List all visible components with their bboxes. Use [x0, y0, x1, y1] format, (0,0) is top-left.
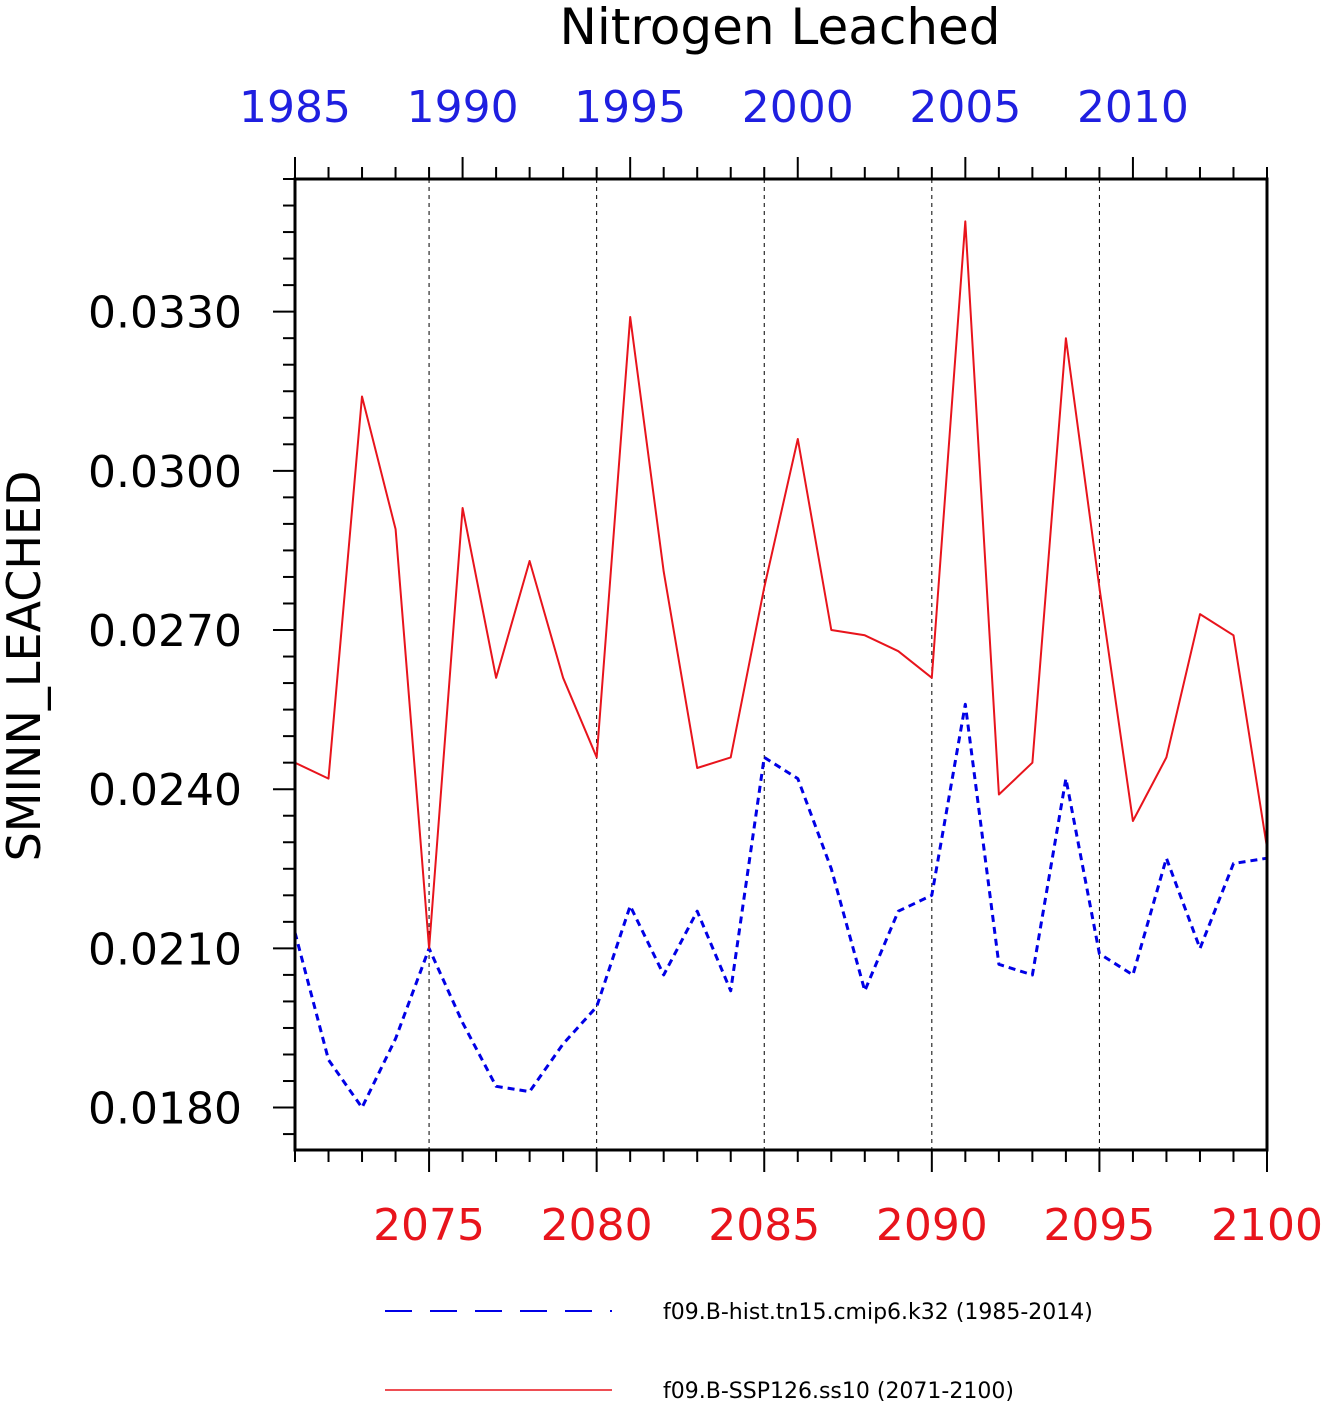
x-tick-label: 2080	[541, 1200, 653, 1251]
bottom-x-axis: 2075 2080 2085 2090 2095 2100	[294, 1150, 1323, 1251]
y-tick-label: 0.0240	[88, 765, 242, 816]
x-tick-label: 2085	[708, 1200, 820, 1251]
series-line	[293, 702, 1268, 1110]
series-line	[294, 220, 1268, 950]
x-tick-label: 2090	[876, 1200, 988, 1251]
top-x-axis: 1985 1990 1995 2000 2005 2010	[239, 82, 1268, 179]
top-x-tick-label: 2005	[909, 82, 1021, 133]
legend-label: f09.B-hist.tn15.cmip6.k32 (1985-2014)	[663, 1300, 1093, 1325]
legend: f09.B-hist.tn15.cmip6.k32 (1985-2014) f09…	[385, 1300, 1093, 1404]
legend-label: f09.B-SSP126.ss10 (2071-2100)	[663, 1379, 1014, 1404]
top-x-tick-label: 2010	[1077, 82, 1189, 133]
top-x-tick-label: 1995	[574, 82, 686, 133]
x-tick-label: 2075	[373, 1200, 485, 1251]
y-tick-label: 0.0300	[88, 447, 242, 498]
top-x-tick-label: 1990	[407, 82, 519, 133]
plot-frame	[293, 177, 1269, 1152]
y-tick-label: 0.0330	[88, 288, 242, 339]
series-layer	[293, 220, 1268, 1110]
chart-title: Nitrogen Leached	[559, 0, 1000, 56]
vertical-gridlines	[428, 179, 1100, 1150]
y-tick-label: 0.0180	[88, 1084, 242, 1135]
y-axis-label: SMINN_LEACHED	[0, 471, 51, 862]
top-x-tick-label: 2000	[742, 82, 854, 133]
y-tick-label: 0.0270	[88, 606, 242, 657]
x-tick-label: 2100	[1211, 1200, 1323, 1251]
y-tick-label: 0.0210	[88, 924, 242, 975]
y-axis: 0.0180 0.0210 0.0240 0.0270 0.0300 0.0330	[88, 178, 295, 1136]
top-x-tick-label: 1985	[239, 82, 351, 133]
x-tick-label: 2095	[1043, 1200, 1155, 1251]
